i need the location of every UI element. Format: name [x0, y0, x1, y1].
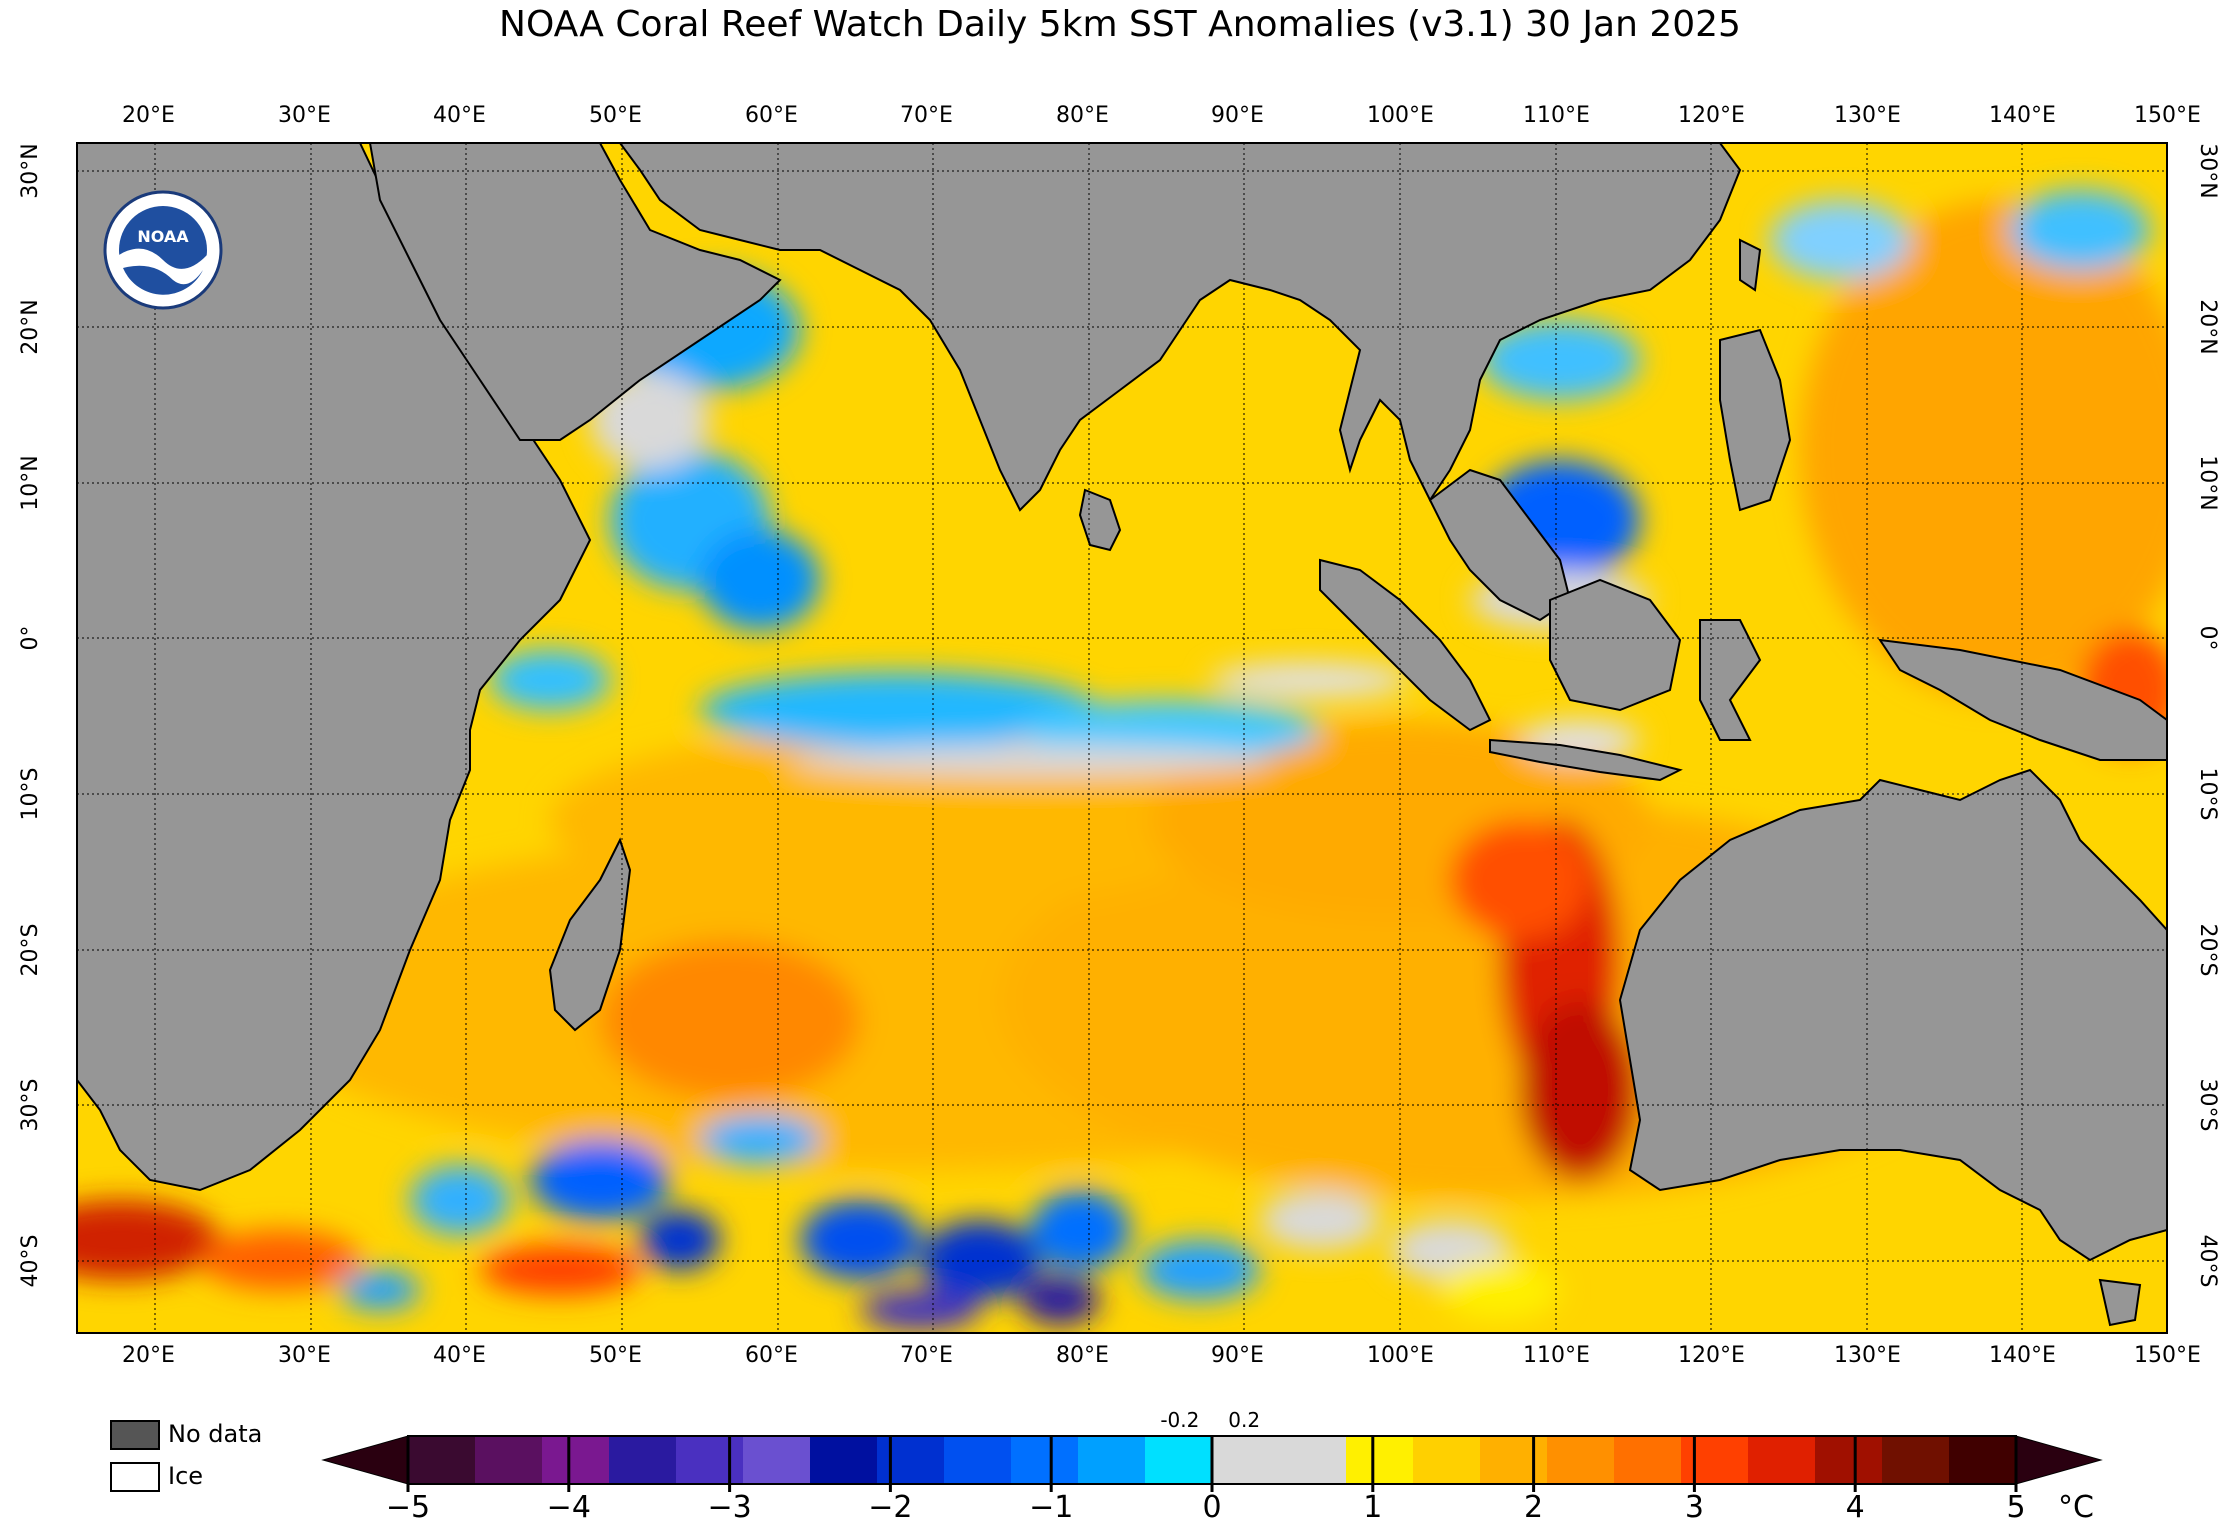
colorbar-segment — [1949, 1436, 2017, 1484]
colorbar-segment — [1279, 1436, 1347, 1484]
lon-label-bottom: 90°E — [1211, 1343, 1264, 1368]
lat-label-right: 30°N — [2195, 143, 2220, 199]
lon-label-top: 100°E — [1367, 103, 1434, 128]
colorbar-segment — [743, 1436, 811, 1484]
noaa-logo-icon: NOAA — [103, 190, 223, 310]
lon-label-bottom: 80°E — [1056, 1343, 1109, 1368]
lon-label-top: 20°E — [122, 103, 175, 128]
lon-label-bottom: 150°E — [2134, 1343, 2201, 1368]
svg-text:NOAA: NOAA — [137, 227, 189, 246]
colorbar-max-arrow — [2015, 1435, 2103, 1485]
lon-label-bottom: 70°E — [900, 1343, 953, 1368]
colorbar-segment — [810, 1436, 878, 1484]
lat-label-left: 30°N — [18, 143, 43, 199]
graticule — [77, 143, 2167, 1333]
colorbar-small-label: 0.2 — [1228, 1408, 1261, 1432]
lon-label-bottom: 100°E — [1367, 1343, 1434, 1368]
lon-label-top: 80°E — [1056, 103, 1109, 128]
lon-label-bottom: 50°E — [589, 1343, 642, 1368]
colorbar-tick-label: −1 — [1029, 1490, 1074, 1525]
lon-label-top: 40°E — [433, 103, 486, 128]
lon-label-bottom: 60°E — [745, 1343, 798, 1368]
lat-label-left: 40°S — [18, 1234, 43, 1288]
lat-label-left: 10°S — [18, 767, 43, 821]
lon-label-bottom: 140°E — [1989, 1343, 2056, 1368]
lat-label-left: 20°S — [18, 923, 43, 977]
ice-swatch — [110, 1462, 160, 1492]
lat-label-right: 40°S — [2195, 1234, 2220, 1288]
colorbar-segment — [1346, 1436, 1414, 1484]
lat-label-right: 10°N — [2195, 455, 2220, 511]
colorbar-segment — [676, 1436, 744, 1484]
lon-label-top: 50°E — [589, 103, 642, 128]
lon-label-top: 110°E — [1523, 103, 1590, 128]
colorbar-segment — [475, 1436, 543, 1484]
colorbar-segment — [1614, 1436, 1682, 1484]
colorbar-segment — [1145, 1436, 1213, 1484]
no-data-swatch — [110, 1420, 160, 1450]
colorbar-segment — [1413, 1436, 1481, 1484]
lon-label-bottom: 30°E — [278, 1343, 331, 1368]
lon-label-bottom: 110°E — [1523, 1343, 1590, 1368]
lat-label-left: 10°N — [18, 455, 43, 511]
colorbar-segment — [1078, 1436, 1146, 1484]
lon-label-bottom: 20°E — [122, 1343, 175, 1368]
lat-label-right: 10°S — [2195, 767, 2220, 821]
colorbar — [321, 1435, 2103, 1492]
colorbar-tick-label: 3 — [1684, 1490, 1704, 1525]
colorbar-segment — [1748, 1436, 1816, 1484]
ice-label: Ice — [168, 1462, 204, 1490]
lon-label-bottom: 120°E — [1678, 1343, 1745, 1368]
lon-label-top: 130°E — [1834, 103, 1901, 128]
lat-label-left: 30°S — [18, 1078, 43, 1132]
lon-label-top: 70°E — [900, 103, 953, 128]
lat-label-right: 20°S — [2195, 923, 2220, 977]
colorbar-tick-label: 4 — [1845, 1490, 1865, 1525]
colorbar-segment — [1011, 1436, 1079, 1484]
colorbar-segment — [609, 1436, 677, 1484]
colorbar-unit: °C — [2058, 1490, 2094, 1525]
colorbar-tick-label: −5 — [385, 1490, 431, 1525]
lat-label-right: 30°S — [2195, 1078, 2220, 1132]
lat-label-left: 0° — [18, 625, 43, 651]
colorbar-tick-label: 2 — [1524, 1490, 1544, 1525]
land — [77, 143, 2167, 1327]
colorbar-segment — [408, 1436, 476, 1484]
colorbar-tick-label: −4 — [546, 1490, 591, 1525]
map-frame — [76, 142, 2168, 1334]
colorbar-tick-label: 0 — [1202, 1490, 1222, 1525]
colorbar-segment — [1547, 1436, 1615, 1484]
colorbar-segment — [1212, 1436, 1280, 1484]
colorbar-segment — [1815, 1436, 1883, 1484]
lon-label-top: 90°E — [1211, 103, 1264, 128]
lon-label-top: 60°E — [745, 103, 798, 128]
lat-label-right: 20°N — [2195, 299, 2220, 355]
colorbar-tick-label: 5 — [2006, 1490, 2026, 1525]
lat-label-left: 20°N — [18, 299, 43, 355]
lon-label-top: 30°E — [278, 103, 331, 128]
colorbar-min-arrow — [321, 1435, 409, 1485]
colorbar-tick-label: −3 — [707, 1490, 752, 1525]
colorbar-segment — [542, 1436, 610, 1484]
lon-label-top: 120°E — [1678, 103, 1745, 128]
lon-label-top: 140°E — [1989, 103, 2056, 128]
colorbar-segment — [1480, 1436, 1548, 1484]
colorbar-segment — [944, 1436, 1012, 1484]
lat-label-right: 0° — [2195, 625, 2220, 651]
lon-label-bottom: 130°E — [1834, 1343, 1901, 1368]
colorbar-tick-label: 1 — [1363, 1490, 1383, 1525]
map-title: NOAA Coral Reef Watch Daily 5km SST Anom… — [499, 4, 1741, 45]
colorbar-small-label: -0.2 — [1160, 1408, 1200, 1432]
colorbar-segment — [877, 1436, 945, 1484]
colorbar-segment — [1681, 1436, 1749, 1484]
no-data-label: No data — [168, 1420, 263, 1448]
colorbar-tick-label: −2 — [868, 1490, 913, 1525]
lon-label-top: 150°E — [2134, 103, 2201, 128]
lon-label-bottom: 40°E — [433, 1343, 486, 1368]
colorbar-segment — [1882, 1436, 1950, 1484]
